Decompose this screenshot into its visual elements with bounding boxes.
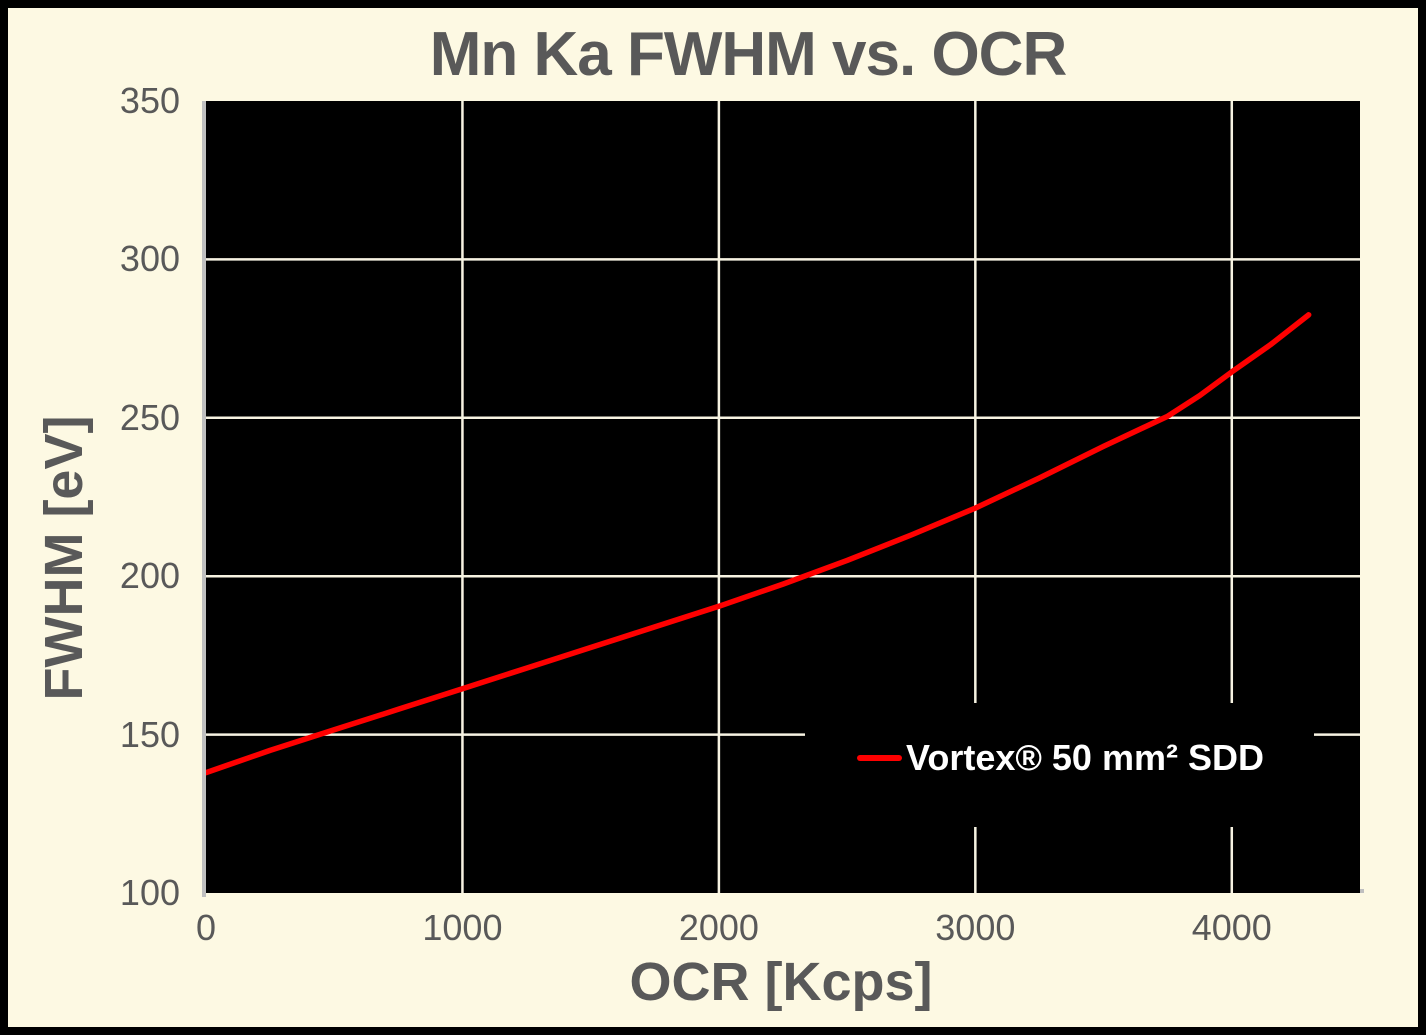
x-tick-label: 2000 <box>678 907 759 948</box>
x-tick-label: 0 <box>195 907 217 948</box>
x-tick-label: 3000 <box>935 907 1016 948</box>
y-tick-label: 150 <box>119 713 180 755</box>
y-tick-label: 200 <box>119 555 180 597</box>
legend-label: Vortex® 50 mm² SDD <box>906 737 1264 778</box>
legend: Vortex® 50 mm² SDD <box>805 703 1314 827</box>
legend-line-marker-icon <box>857 755 902 761</box>
x-tick-label: 4000 <box>1191 907 1272 948</box>
series-line <box>206 312 1312 776</box>
y-tick-label: 250 <box>119 396 180 438</box>
y-tick-label: 350 <box>119 80 180 121</box>
plot-area: Vortex® 50 mm² SDD <box>206 101 1360 893</box>
x-axis-title: OCR [Kcps] <box>629 952 933 1012</box>
y-tick-label: 100 <box>119 872 180 913</box>
y-axis-line <box>202 101 206 897</box>
chart-title: Mn Ka FWHM vs. OCR <box>429 20 1067 89</box>
y-tick-label: 300 <box>119 238 180 280</box>
x-tick-label: 1000 <box>422 907 503 948</box>
